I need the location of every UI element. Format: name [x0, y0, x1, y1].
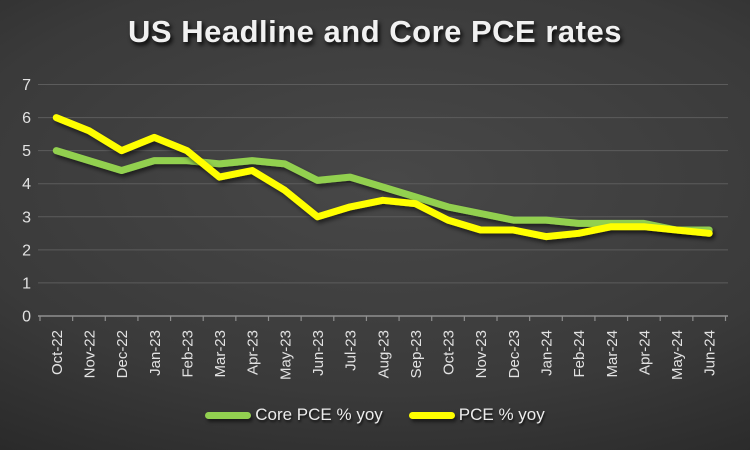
core-pce-legend-swatch — [205, 411, 252, 419]
x-axis-tick-label-May-23: May-23 — [277, 330, 294, 380]
y-axis-tick-label-1: 1 — [22, 275, 31, 292]
x-axis-tick-label-Jul-23: Jul-23 — [343, 330, 360, 371]
legend-item-core-pce: Core PCE % yoy — [205, 405, 383, 425]
x-axis-tick-label-Apr-24: Apr-24 — [636, 330, 653, 375]
pce-legend-label: PCE % yoy — [458, 405, 545, 424]
y-axis-tick-label-7: 7 — [22, 77, 31, 94]
x-axis-tick-label-Oct-22: Oct-22 — [49, 330, 66, 375]
x-axis-tick-label-Mar-23: Mar-23 — [212, 330, 229, 378]
x-axis-tick-label-Dec-22: Dec-22 — [114, 330, 131, 378]
x-axis-tick-label-Jan-23: Jan-23 — [147, 330, 164, 376]
x-axis-tick-label-May-24: May-24 — [669, 330, 686, 380]
chart-legend: Core PCE % yoy PCE % yoy — [0, 405, 750, 425]
x-axis-tick-label-Feb-23: Feb-23 — [179, 330, 196, 378]
x-axis-tick-label-Mar-24: Mar-24 — [604, 330, 621, 378]
y-axis-tick-label-4: 4 — [22, 176, 31, 193]
x-axis-tick-label-Feb-24: Feb-24 — [571, 330, 588, 378]
x-axis-tick-label-Nov-22: Nov-22 — [81, 330, 98, 378]
x-axis-tick-label-Nov-23: Nov-23 — [473, 330, 490, 378]
y-axis-tick-label-2: 2 — [22, 242, 31, 259]
core-pce-legend-label: Core PCE % yoy — [255, 405, 383, 424]
x-axis-tick-label-Dec-23: Dec-23 — [506, 330, 523, 378]
x-axis-tick-label-Jun-23: Jun-23 — [310, 330, 327, 376]
x-axis-tick-label-Jun-24: Jun-24 — [702, 330, 719, 376]
y-axis-tick-label-5: 5 — [22, 143, 31, 160]
x-axis-tick-label-Aug-23: Aug-23 — [375, 330, 392, 378]
x-axis-tick-label-Jan-24: Jan-24 — [538, 330, 555, 376]
core-pce-series-line — [52, 147, 713, 234]
pce-legend-swatch — [408, 411, 455, 419]
x-axis-tick-label-Sep-23: Sep-23 — [408, 330, 425, 378]
chart-title: US Headline and Core PCE rates — [128, 14, 622, 49]
y-axis-tick-label-0: 0 — [22, 309, 31, 326]
y-axis-tick-label-3: 3 — [22, 209, 31, 226]
y-axis-tick-label-6: 6 — [22, 110, 31, 127]
legend-item-pce: PCE % yoy — [408, 405, 545, 425]
x-axis-tick-label-Oct-23: Oct-23 — [441, 330, 458, 375]
x-axis-tick-label-Apr-23: Apr-23 — [245, 330, 262, 375]
headline-pce-series-line — [52, 114, 713, 241]
pce-line-chart: 0 1 2 3 4 5 6 7 Oct-22 Nov-22 Dec-22 Jan-23 Feb-23 Ma… — [22, 77, 728, 380]
